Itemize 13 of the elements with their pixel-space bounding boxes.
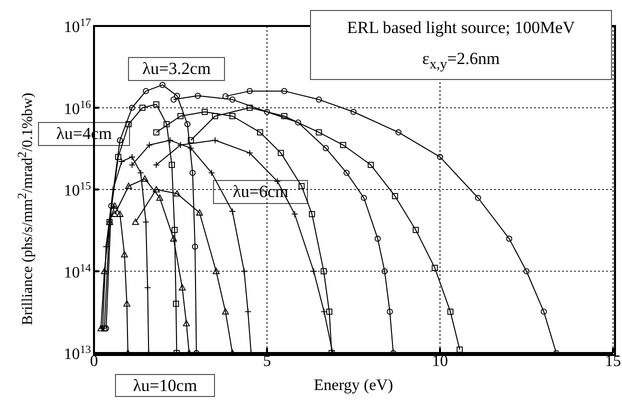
- y-tick-label: 10$^{17}$: [64, 17, 92, 36]
- y-tick-label: 10$^{14}$: [64, 262, 92, 282]
- text: λu=10cm: [132, 376, 198, 396]
- y-tick-label: 10$^{15}$: [64, 180, 92, 200]
- x-tick-label: 10: [432, 353, 448, 370]
- annotation: λu=3.2cm: [142, 59, 211, 79]
- x-axis-title: Energy (eV): [314, 377, 394, 394]
- annotation: ε$_{x,y}$=2.6nm: [422, 48, 500, 74]
- y-tick-label: 10$^{16}$: [64, 98, 92, 118]
- x-tick-label: 0: [90, 353, 98, 370]
- annotation: ERL based light source; 100MeV: [347, 18, 575, 38]
- x-tick-label: 15: [605, 353, 621, 370]
- y-tick-label: 10$^{13}$: [64, 344, 92, 363]
